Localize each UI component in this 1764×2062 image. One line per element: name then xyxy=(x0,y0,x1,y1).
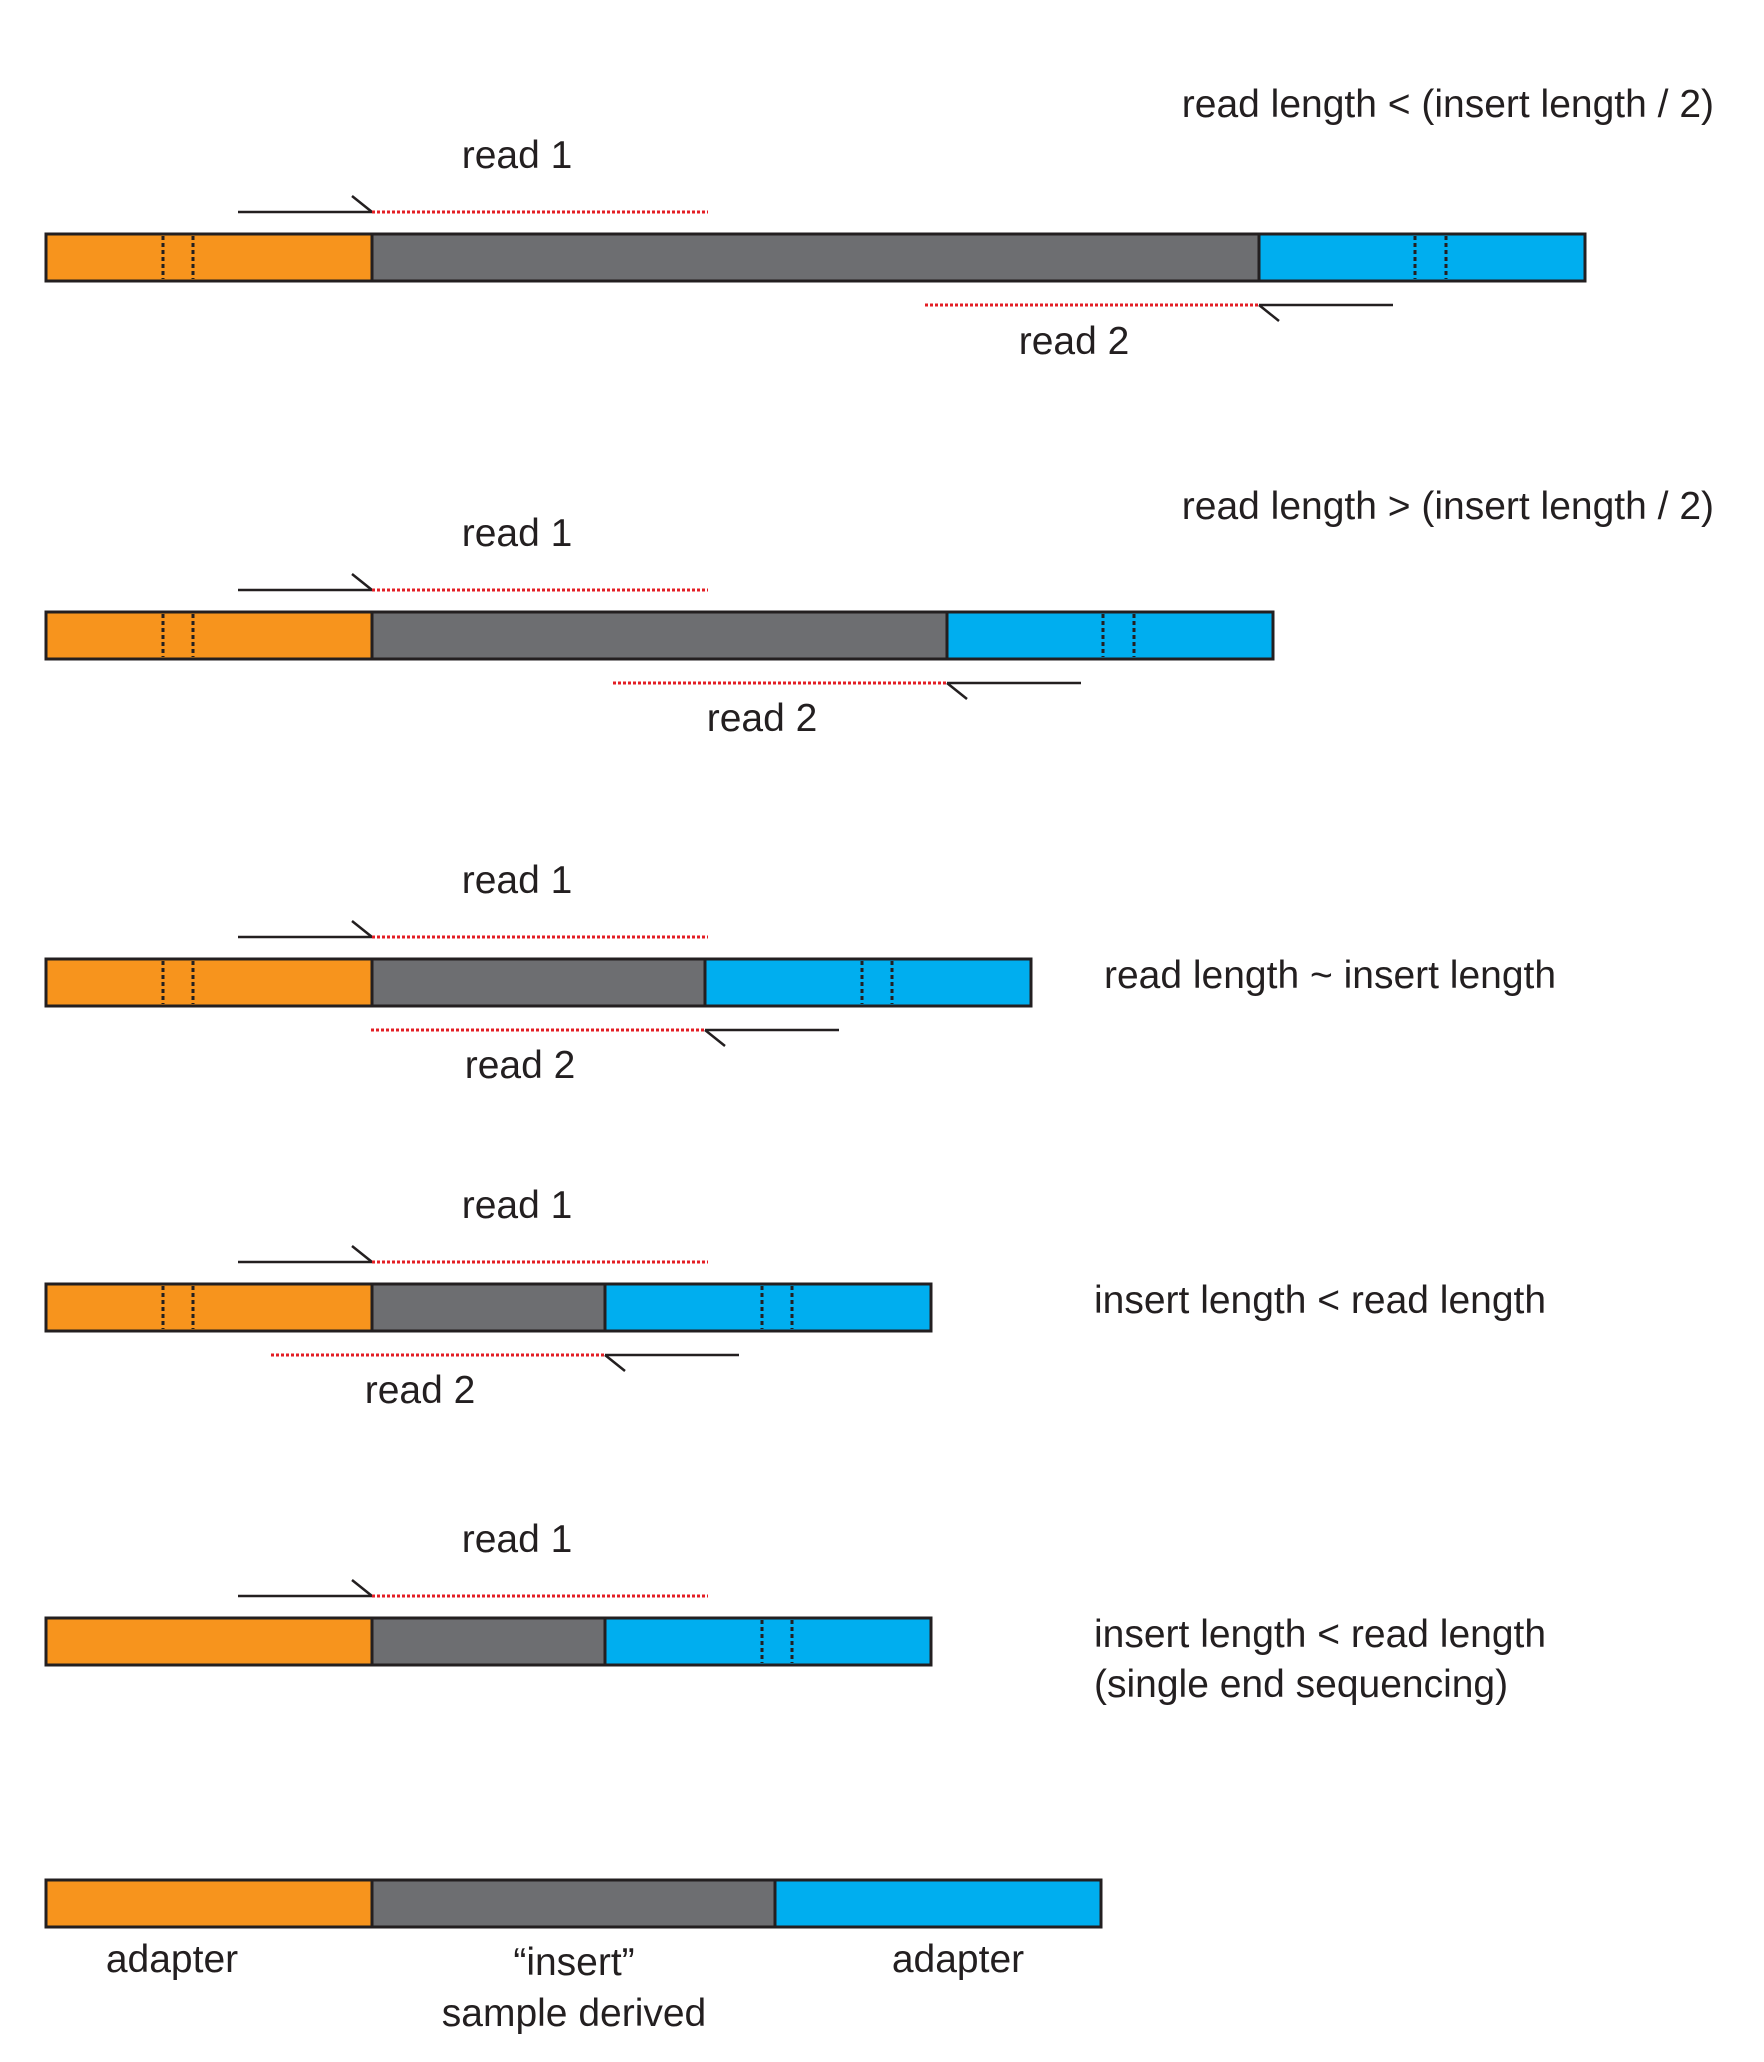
adapter-right-segment xyxy=(1257,232,1587,283)
scenario-1: read length < (insert length / 2) read 1… xyxy=(44,83,1714,363)
insert-segment xyxy=(370,232,1261,283)
scenario-1-condition: read length < (insert length / 2) xyxy=(1182,83,1714,126)
read2-primer-hook xyxy=(604,1354,626,1372)
adapter-right-segment xyxy=(945,610,1275,661)
read2-primer-hook xyxy=(704,1029,726,1047)
adapter-left-segment xyxy=(44,1282,374,1333)
legend-adapter-right-label: adapter xyxy=(892,1938,1024,1981)
scenario-4-read1-label: read 1 xyxy=(462,1184,573,1227)
scenario-1-read2-label: read 2 xyxy=(1019,320,1130,363)
legend-insert-label-line2: sample derived xyxy=(442,1992,706,2035)
adapter-left-segment xyxy=(44,232,374,283)
adapter-left-segment xyxy=(44,957,374,1008)
insert-segment xyxy=(370,1282,607,1333)
read2-primer-hook xyxy=(946,682,968,700)
scenario-2-read1-label: read 1 xyxy=(462,512,573,555)
legend-adapter-left-label: adapter xyxy=(106,1938,238,1981)
scenario-3-read2-label: read 2 xyxy=(465,1044,576,1087)
legend-adapter-right-swatch xyxy=(773,1878,1103,1929)
adapter-right-segment xyxy=(603,1282,933,1333)
scenario-4-read2-label: read 2 xyxy=(365,1369,476,1412)
scenario-1-read1-label: read 1 xyxy=(462,134,573,177)
insert-segment xyxy=(370,957,707,1008)
scenario-3: read 1 read length ~ insert length read … xyxy=(44,859,1556,1087)
adapter-left-segment xyxy=(44,1616,374,1667)
read2-primer-hook xyxy=(1258,304,1280,322)
insert-segment xyxy=(370,610,949,661)
scenario-2-condition: read length > (insert length / 2) xyxy=(1182,485,1714,528)
read1-primer-hook xyxy=(351,195,373,213)
scenario-4: read 1 insert length < read length read … xyxy=(44,1184,1546,1412)
scenario-5-condition-line2: (single end sequencing) xyxy=(1094,1663,1508,1706)
scenario-3-read1-label: read 1 xyxy=(462,859,573,902)
adapter-right-segment xyxy=(703,957,1033,1008)
insert-segment xyxy=(370,1616,607,1667)
scenario-5-condition-line1: insert length < read length xyxy=(1094,1613,1546,1656)
legend: adapter “insert” sample derived adapter xyxy=(44,1878,1103,2035)
adapter-left-segment xyxy=(44,610,374,661)
legend-insert-swatch xyxy=(370,1878,777,1929)
read1-primer-hook xyxy=(351,920,373,938)
scenario-5: read 1 insert length < read length (sing… xyxy=(44,1518,1546,1706)
legend-adapter-left-swatch xyxy=(44,1878,374,1929)
scenario-2: read length > (insert length / 2) read 1… xyxy=(44,485,1714,740)
scenario-5-read1-label: read 1 xyxy=(462,1518,573,1561)
scenario-3-condition: read length ~ insert length xyxy=(1104,954,1556,997)
adapter-right-segment xyxy=(603,1616,933,1667)
scenario-2-read2-label: read 2 xyxy=(707,697,818,740)
read1-primer-hook xyxy=(351,573,373,591)
legend-insert-label-line1: “insert” xyxy=(513,1941,634,1984)
read1-primer-hook xyxy=(351,1245,373,1263)
read1-primer-hook xyxy=(351,1579,373,1597)
scenario-4-condition: insert length < read length xyxy=(1094,1279,1546,1322)
